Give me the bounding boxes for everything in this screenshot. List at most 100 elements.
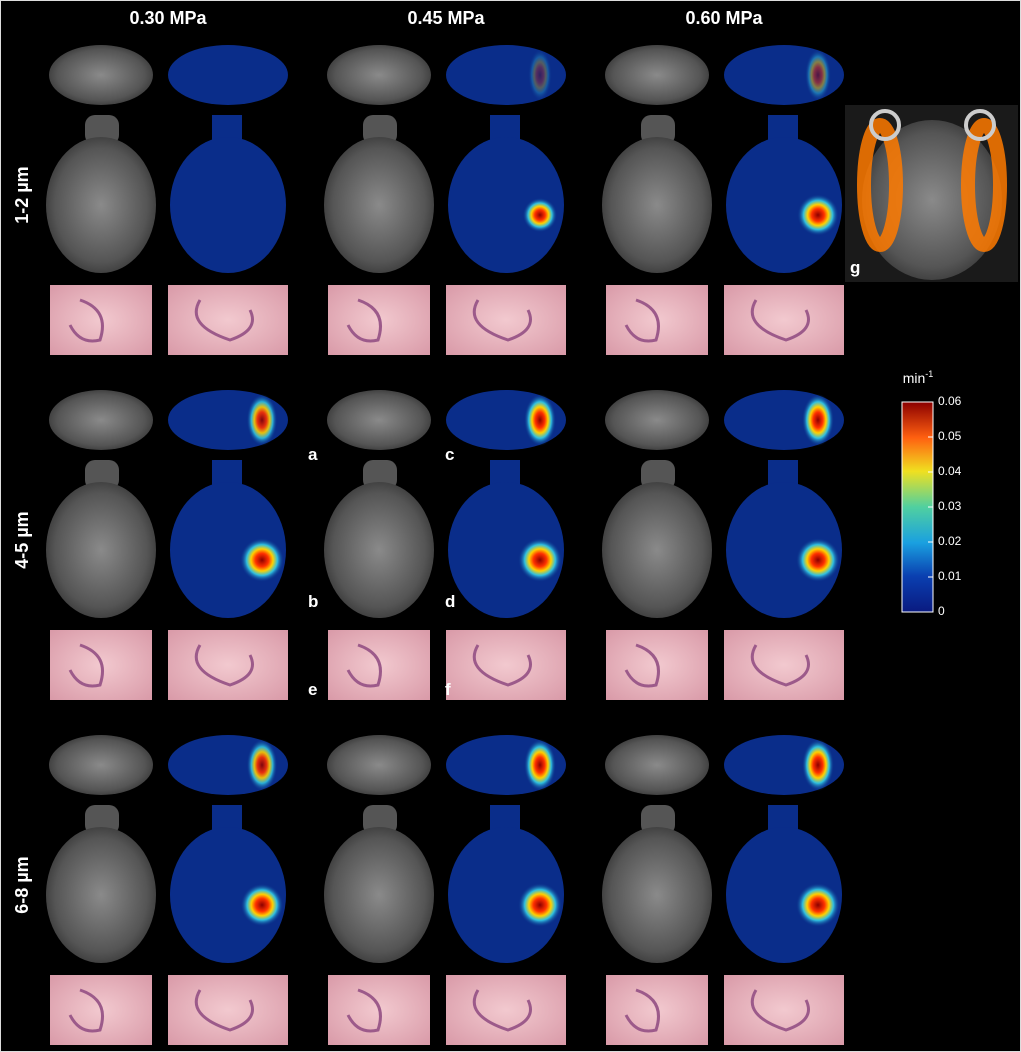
axial-mri <box>46 827 156 963</box>
histology <box>724 975 844 1045</box>
hippocampus <box>68 988 104 1033</box>
colorbar-tick-label: 0.02 <box>938 534 962 548</box>
axial-map <box>726 482 842 618</box>
panel-letter: e <box>308 680 317 699</box>
hippocampus <box>194 644 254 687</box>
axial-mri <box>602 827 712 963</box>
coronal-mri <box>49 735 153 795</box>
histology <box>446 975 566 1045</box>
axial-map <box>726 827 842 963</box>
axial-hotspot <box>796 538 840 582</box>
coronal-mri <box>49 390 153 450</box>
colorbar-tick-label: 0.04 <box>938 464 962 478</box>
coronal-hotspot <box>246 739 278 791</box>
hippocampus <box>68 298 104 343</box>
column-header: 0.45 MPa <box>407 8 485 28</box>
coronal-hotspot <box>802 739 834 791</box>
axial-map <box>170 827 286 963</box>
colorbar-tick-label: 0 <box>938 604 945 618</box>
panel-g <box>845 105 1018 282</box>
panel-letter: c <box>445 445 454 464</box>
axial-stem <box>85 805 119 835</box>
axial-stem <box>85 460 119 490</box>
axial-hotspot <box>522 197 558 233</box>
panel-letter: d <box>445 592 455 611</box>
coronal-hotspot <box>524 739 556 791</box>
column-header: 0.60 MPa <box>685 8 763 28</box>
coronal-hotspot <box>802 394 834 446</box>
hippocampus <box>624 643 660 688</box>
hippocampus <box>750 299 810 342</box>
axial-stem <box>85 115 119 145</box>
axial-stem <box>641 460 675 490</box>
hippocampus <box>346 298 382 343</box>
axial-map <box>448 137 564 273</box>
axial-mri <box>324 482 434 618</box>
hippocampus <box>68 643 104 688</box>
axial-map <box>726 137 842 273</box>
axial-hotspot <box>518 883 562 927</box>
hippocampus <box>346 988 382 1033</box>
hippocampus <box>624 988 660 1033</box>
column-header: 0.30 MPa <box>129 8 207 28</box>
hippocampus <box>750 644 810 687</box>
panel-letter: g <box>850 258 860 277</box>
coronal-map <box>168 45 288 105</box>
row-label: 6-8 µm <box>12 856 32 913</box>
coronal-hotspot <box>524 394 556 446</box>
axial-hotspot <box>240 883 284 927</box>
axial-map <box>170 482 286 618</box>
axial-mri <box>324 827 434 963</box>
axial-mri <box>602 482 712 618</box>
coronal-mri <box>327 735 431 795</box>
coronal-mri <box>605 390 709 450</box>
coronal-mri <box>605 735 709 795</box>
coronal-hotspot <box>528 49 552 101</box>
axial-mri <box>46 482 156 618</box>
unit-exponent: -1 <box>925 369 933 379</box>
histology <box>724 630 844 700</box>
axial-stem <box>363 805 397 835</box>
hippocampus <box>472 644 532 687</box>
colorbar-tick-label: 0.01 <box>938 569 962 583</box>
colorbar-unit: min-1 <box>903 369 934 386</box>
axial-mri <box>324 137 434 273</box>
histology <box>168 285 288 355</box>
colorbar-tick-label: 0.06 <box>938 394 962 408</box>
axial-map <box>448 482 564 618</box>
panels <box>46 45 844 1045</box>
unit: min <box>903 370 926 386</box>
colorbar-tick-label: 0.03 <box>938 499 962 513</box>
hippocampus <box>472 299 532 342</box>
panel-letter: f <box>445 680 451 699</box>
coronal-hotspot <box>805 49 831 101</box>
coronal-mri <box>605 45 709 105</box>
row-label: 4-5 µm <box>12 511 32 568</box>
coronal-mri <box>49 45 153 105</box>
panel-letter: a <box>308 445 318 464</box>
histology <box>168 975 288 1045</box>
axial-stem <box>641 115 675 145</box>
hippocampus <box>472 989 532 1032</box>
axial-mri <box>602 137 712 273</box>
axial-hotspot <box>796 883 840 927</box>
axial-map <box>448 827 564 963</box>
coronal-hotspot <box>246 394 278 446</box>
histology <box>724 285 844 355</box>
hippocampus <box>194 989 254 1032</box>
axial-hotspot <box>518 538 562 582</box>
histology <box>168 630 288 700</box>
axial-stem <box>363 115 397 145</box>
panel-letter: b <box>308 592 318 611</box>
axial-map <box>170 137 286 273</box>
hippocampus <box>750 989 810 1032</box>
axial-hotspot <box>240 538 284 582</box>
axial-mri <box>46 137 156 273</box>
coronal-mri <box>327 45 431 105</box>
colorbar <box>901 401 934 613</box>
histology <box>446 630 566 700</box>
histology <box>446 285 566 355</box>
axial-hotspot <box>797 194 839 236</box>
coronal-mri <box>327 390 431 450</box>
